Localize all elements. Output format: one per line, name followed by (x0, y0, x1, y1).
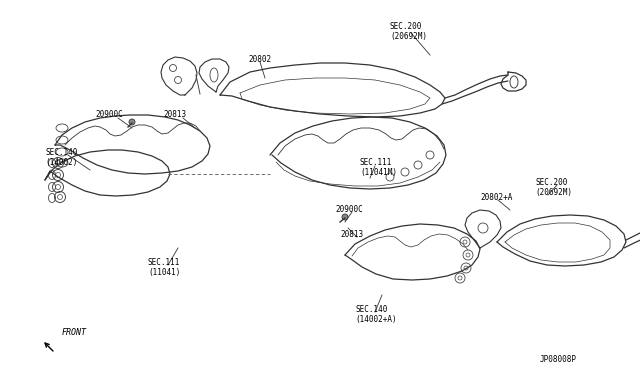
Text: FRONT: FRONT (62, 328, 87, 337)
Text: SEC.200
(20692M): SEC.200 (20692M) (535, 178, 572, 198)
Text: SEC.140
(14002+A): SEC.140 (14002+A) (355, 305, 397, 324)
Text: SEC.111
(11041): SEC.111 (11041) (148, 258, 180, 278)
Text: 20802+A: 20802+A (480, 193, 513, 202)
Text: 20802: 20802 (248, 55, 271, 64)
Text: SEC.140
(14002): SEC.140 (14002) (45, 148, 77, 167)
Text: 20813: 20813 (163, 110, 186, 119)
Text: 20900C: 20900C (95, 110, 123, 119)
Text: 20900C: 20900C (335, 205, 363, 214)
Circle shape (129, 119, 135, 125)
Text: 20813: 20813 (340, 230, 363, 239)
Circle shape (342, 214, 348, 220)
Text: SEC.111
(11041M): SEC.111 (11041M) (360, 158, 397, 177)
Text: SEC.200
(20692M): SEC.200 (20692M) (390, 22, 427, 41)
Text: JP08008P: JP08008P (540, 355, 577, 364)
